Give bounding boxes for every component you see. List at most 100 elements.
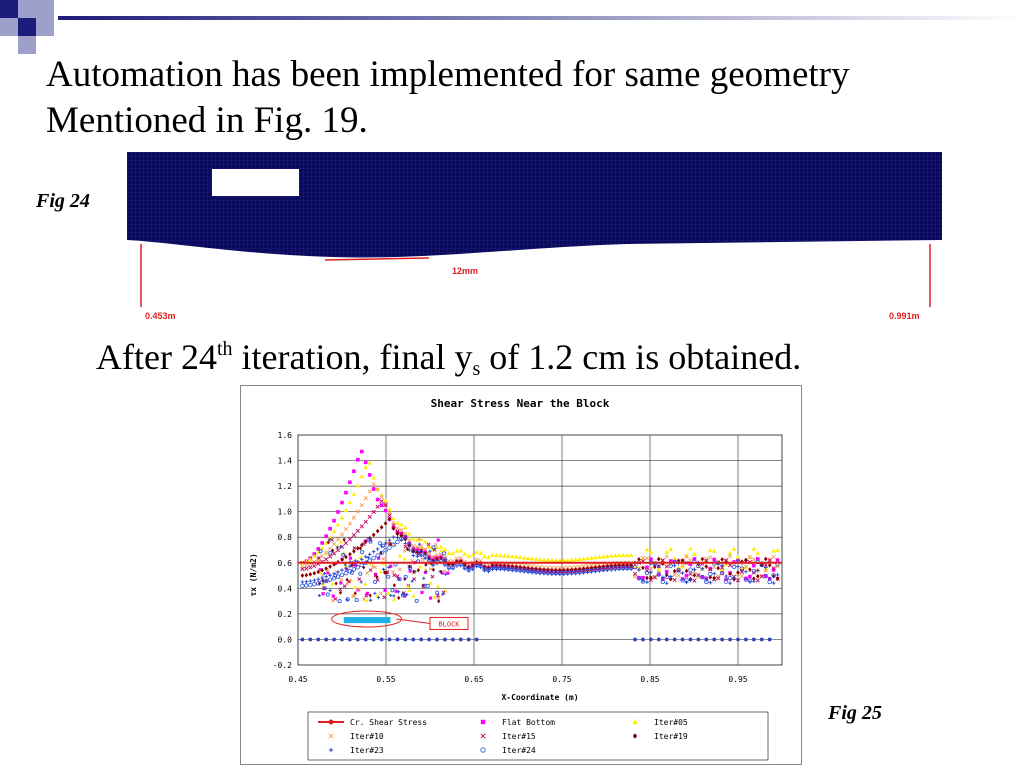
legend-swatch (480, 719, 486, 725)
data-point (581, 569, 586, 574)
data-point (336, 510, 340, 514)
data-point (300, 573, 305, 578)
data-point (383, 521, 388, 526)
dim-label: 12mm (452, 266, 478, 276)
data-point (316, 555, 321, 560)
data-point (335, 537, 341, 542)
data-point (379, 494, 384, 500)
data-point (360, 542, 364, 548)
data-point (431, 545, 436, 550)
data-point (438, 544, 444, 549)
data-point (728, 571, 732, 577)
data-point (486, 567, 491, 573)
data-point (422, 576, 426, 580)
data-point (363, 637, 368, 642)
data-point (403, 525, 408, 530)
data-point (525, 555, 531, 560)
data-point (417, 537, 422, 541)
data-point (410, 558, 415, 563)
data-point (739, 573, 745, 579)
data-point (342, 584, 347, 589)
data-point (321, 592, 325, 596)
data-point (763, 573, 768, 579)
data-point (340, 638, 344, 641)
data-point (381, 567, 386, 571)
data-point (459, 638, 463, 641)
data-point (585, 568, 590, 574)
data-point (649, 575, 653, 580)
data-point (322, 571, 327, 576)
data-point (466, 554, 472, 559)
data-point (474, 637, 479, 642)
data-point (727, 554, 733, 559)
data-point (569, 565, 574, 570)
data-point (771, 574, 776, 579)
data-point (328, 588, 332, 593)
data-point (640, 555, 646, 561)
data-point (335, 574, 341, 579)
data-point (332, 562, 336, 567)
data-point (335, 545, 340, 549)
data-point (312, 563, 317, 569)
data-point (325, 592, 330, 597)
data-point (652, 574, 657, 579)
legend-item: Cr. Shear Stress (318, 718, 427, 727)
data-point (748, 574, 752, 579)
data-point (672, 577, 677, 583)
data-point (585, 556, 590, 561)
data-point (411, 549, 416, 554)
data-point (379, 503, 384, 508)
data-point (752, 579, 756, 583)
data-point (336, 570, 340, 574)
data-point (478, 563, 483, 569)
data-point (323, 540, 329, 545)
slide-decoration (0, 0, 1024, 54)
data-point (704, 557, 709, 562)
data-point (351, 533, 356, 538)
data-point (434, 553, 440, 558)
data-point (641, 638, 645, 641)
x-tick-label: 0.45 (288, 675, 307, 684)
data-point (427, 552, 432, 557)
data-point (490, 563, 495, 568)
data-point (348, 638, 352, 641)
data-point (304, 579, 309, 584)
data-point (759, 574, 764, 579)
data-point (435, 593, 440, 598)
data-point (442, 551, 447, 556)
data-point (541, 557, 547, 562)
data-point (632, 564, 638, 569)
data-point (649, 557, 653, 561)
data-point (337, 599, 342, 604)
data-point (688, 546, 693, 551)
data-point (407, 588, 412, 592)
data-point (435, 638, 439, 641)
data-point (359, 502, 364, 508)
data-point (396, 590, 401, 594)
data-point (395, 637, 400, 642)
data-point (708, 580, 713, 585)
data-point (324, 557, 329, 562)
data-point (577, 556, 582, 561)
data-point (379, 499, 384, 504)
legend-label: Cr. Shear Stress (350, 718, 427, 727)
data-point (356, 545, 360, 551)
data-point (771, 554, 776, 560)
data-point (736, 564, 740, 569)
data-point (672, 568, 677, 574)
data-point (426, 542, 431, 547)
data-point (354, 598, 359, 603)
data-point (379, 550, 384, 556)
data-point (537, 564, 543, 570)
data-point (361, 597, 366, 602)
data-point (324, 566, 328, 571)
data-point (459, 637, 463, 642)
data-point (439, 548, 444, 553)
data-point (328, 554, 333, 559)
title-line-1: Automation has been implemented for same… (46, 54, 850, 95)
data-point (359, 580, 363, 584)
data-point (446, 571, 450, 575)
data-point (680, 571, 685, 575)
data-point (768, 638, 772, 641)
data-point (506, 553, 511, 558)
